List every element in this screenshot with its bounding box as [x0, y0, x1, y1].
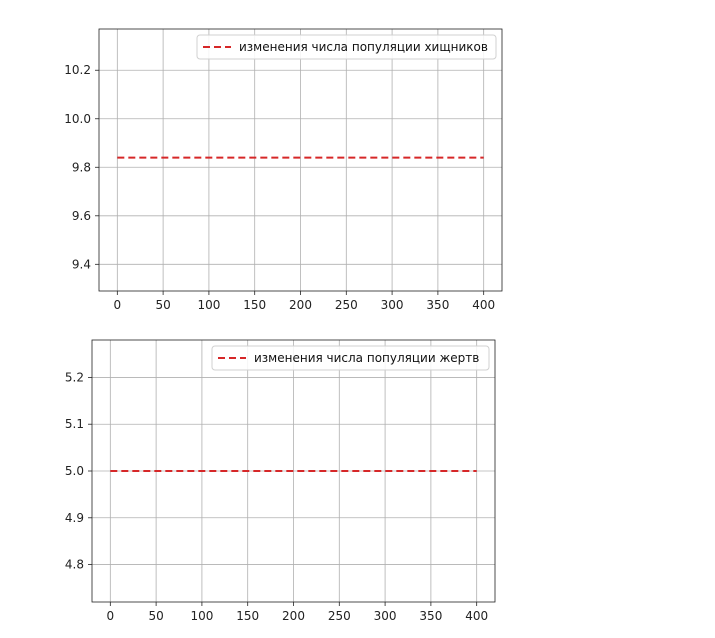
x-tick-label: 200 — [282, 609, 305, 623]
legend: изменения числа популяции жертв — [211, 345, 490, 371]
legend: изменения числа популяции хищников — [196, 34, 497, 60]
x-tick-label: 0 — [106, 609, 114, 623]
x-tick-label: 300 — [374, 609, 397, 623]
x-tick-label: 350 — [419, 609, 442, 623]
x-tick-label: 300 — [381, 298, 404, 312]
legend-box — [196, 34, 497, 60]
x-tick-label: 350 — [426, 298, 449, 312]
x-tick-label: 100 — [190, 609, 213, 623]
legend-label: изменения числа популяции хищников — [239, 40, 488, 54]
y-tick-label: 10.0 — [64, 112, 91, 126]
x-tick-label: 50 — [148, 609, 163, 623]
x-tick-label: 50 — [155, 298, 170, 312]
legend-box — [211, 345, 490, 371]
x-tick-label: 200 — [289, 298, 312, 312]
x-tick-label: 150 — [236, 609, 259, 623]
x-tick-label: 400 — [465, 609, 488, 623]
x-tick-label: 100 — [197, 298, 220, 312]
grid — [99, 29, 502, 291]
y-tick-label: 10.2 — [64, 63, 91, 77]
legend-label: изменения числа популяции жертв — [254, 351, 479, 365]
x-tick-label: 400 — [472, 298, 495, 312]
x-tick-label: 250 — [335, 298, 358, 312]
y-tick-label: 5.2 — [65, 370, 84, 384]
y-tick-label: 9.4 — [72, 257, 91, 271]
x-tick-label: 150 — [243, 298, 266, 312]
y-tick-label: 4.9 — [65, 511, 84, 525]
y-tick-label: 9.8 — [72, 160, 91, 174]
y-tick-label: 4.8 — [65, 558, 84, 572]
y-tick-label: 9.6 — [72, 209, 91, 223]
y-tick-label: 5.1 — [65, 417, 84, 431]
x-tick-label: 0 — [113, 298, 121, 312]
y-tick-label: 5.0 — [65, 464, 84, 478]
x-tick-label: 250 — [328, 609, 351, 623]
